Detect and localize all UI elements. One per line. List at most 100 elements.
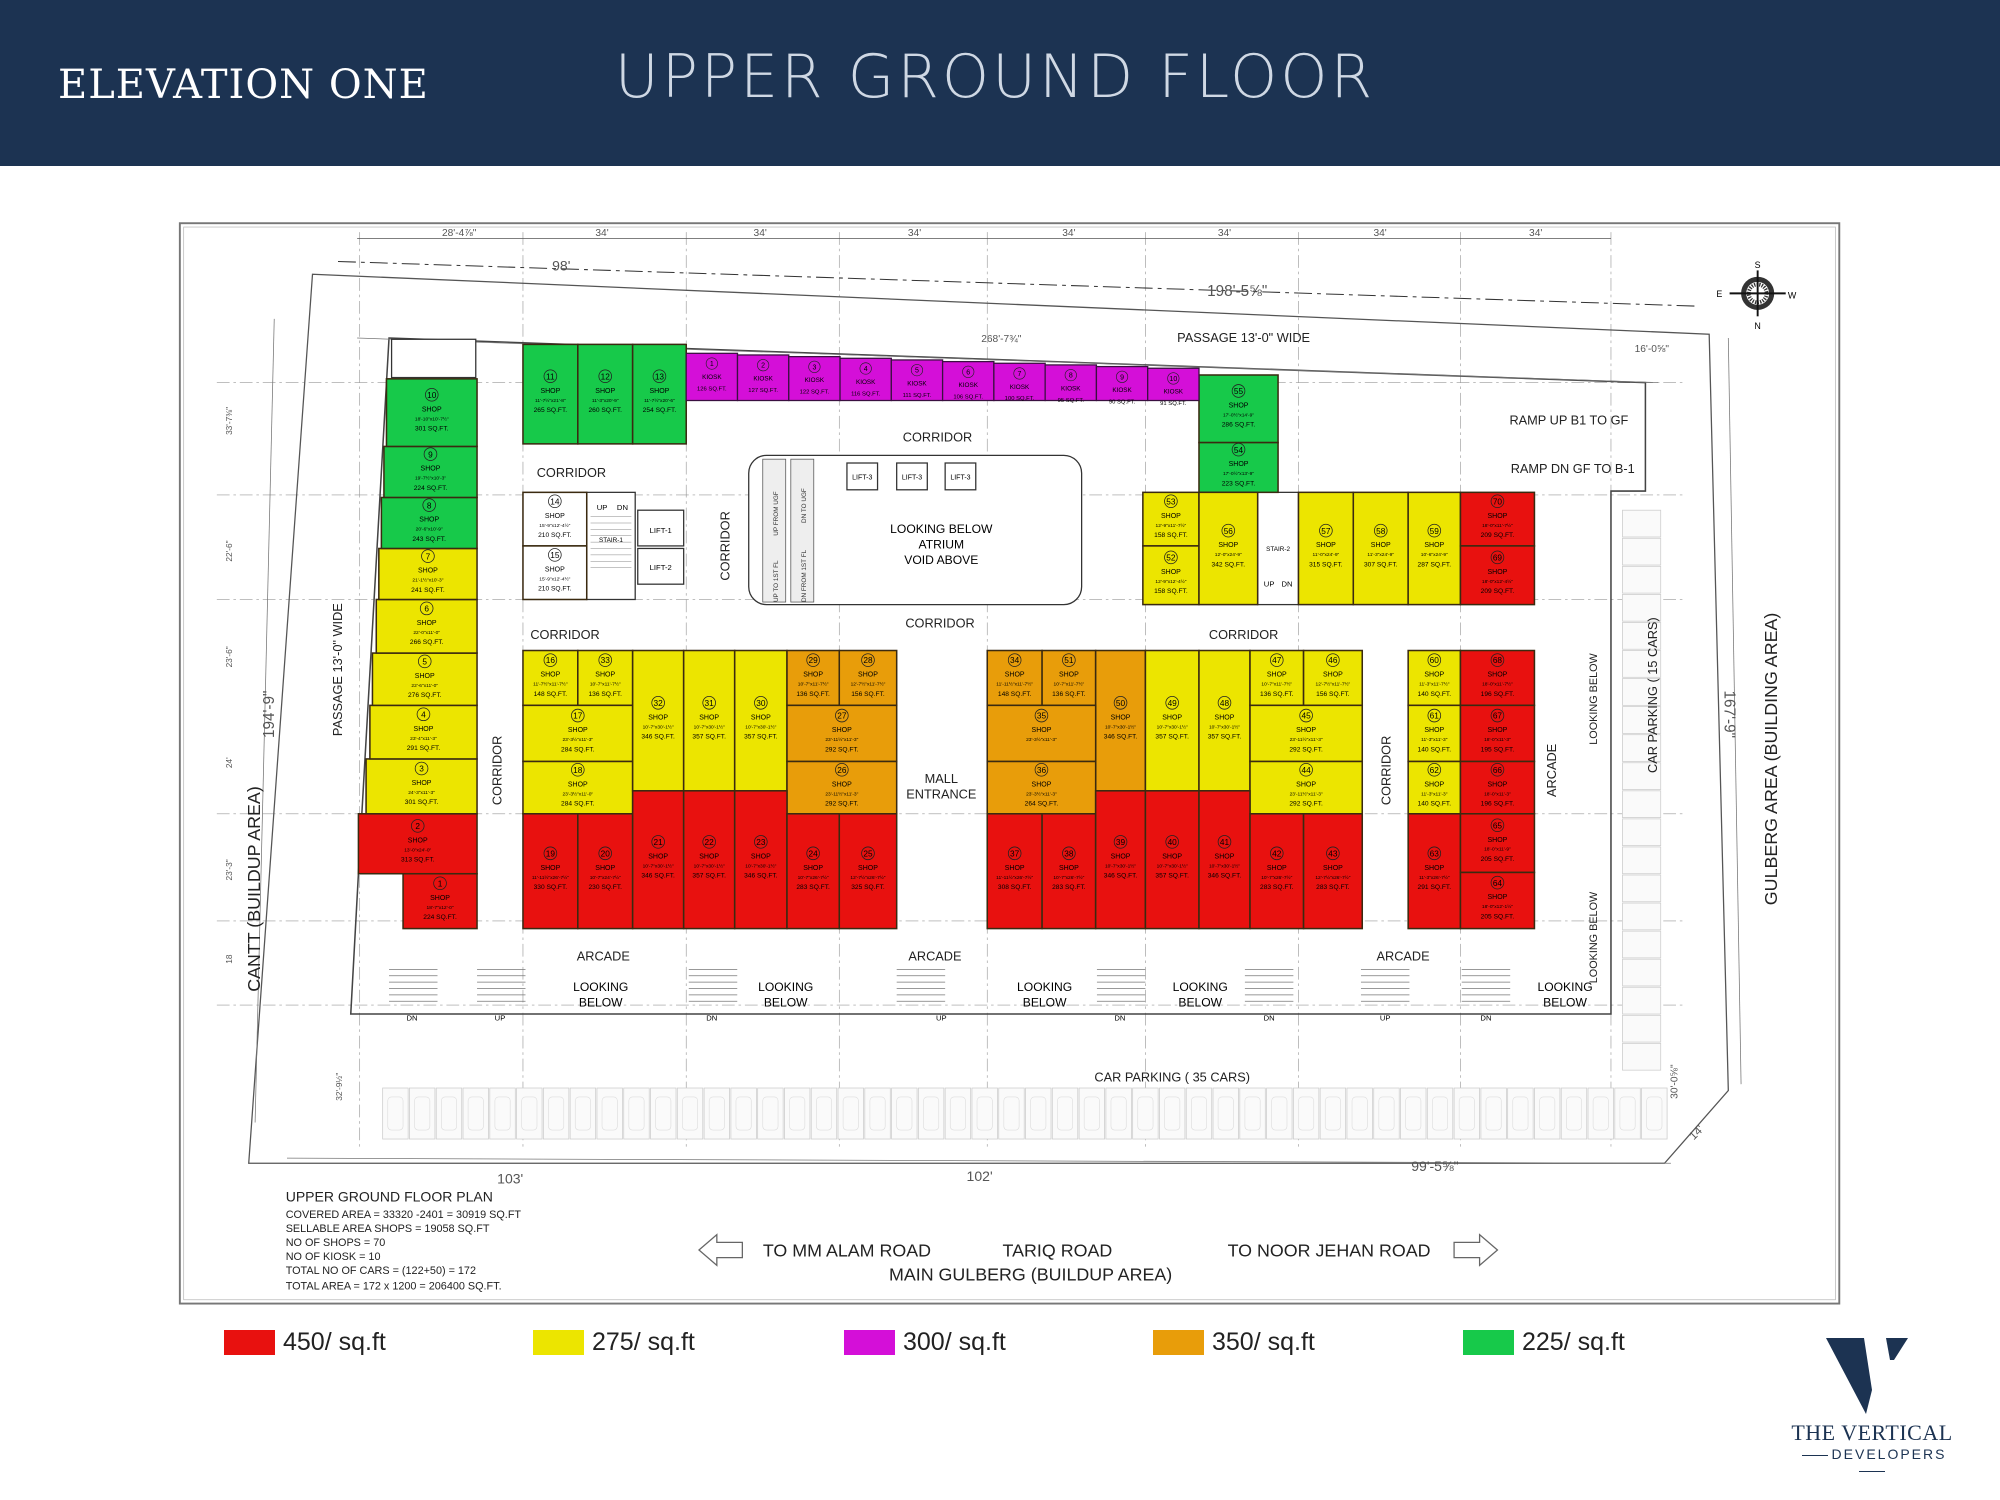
shop-15[interactable]: 15 SHOP 15'-9"x12'-4½" 210 SQ.FT. [522, 545, 588, 601]
kiosk-10[interactable]: 10 KIOSK 91 SQ.FT. [1147, 367, 1200, 407]
shop-area[interactable] [577, 343, 634, 445]
shop-57[interactable]: 57 SHOP 11'-0"x24'-9" 315 SQ.FT. [1297, 491, 1355, 606]
shop-area[interactable] [1041, 649, 1097, 707]
shop-45[interactable]: 45 SHOP 23'-11½"x11'-3" 292 SQ.FT. [1249, 704, 1364, 763]
shop-area[interactable] [1459, 545, 1536, 606]
shop-52[interactable]: 52 SHOP 12'-9"x12'-4½" 158 SQ.FT. [1142, 545, 1200, 606]
shop-12[interactable]: 12 SHOP 11'-3"x20'-9" 260 SQ.FT. [577, 343, 634, 445]
shop-65[interactable]: 65 SHOP 18'-0"x11'-9" 205 SQ.FT. [1459, 813, 1536, 874]
shop-area[interactable] [986, 704, 1097, 763]
shop-21[interactable]: 21 SHOP 10'-7"x30'-1½" 346 SQ.FT. [631, 790, 685, 930]
shop-area[interactable] [1297, 491, 1355, 606]
shop-area[interactable] [838, 813, 898, 930]
shop-47[interactable]: 47 SHOP 10'-7"x11'-7½" 136 SQ.FT. [1249, 649, 1305, 707]
shop-14[interactable]: 14 SHOP 15'-9"x12'-4½" 210 SQ.FT. [522, 491, 588, 547]
shop-area[interactable] [1249, 760, 1364, 815]
shop-3[interactable]: 3 SHOP 24'-3"x11'-3" 301 SQ.FT. [365, 758, 478, 815]
shop-area[interactable] [522, 813, 579, 930]
shop-51[interactable]: 51 SHOP 10'-7"x11'-7½" 136 SQ.FT. [1041, 649, 1097, 707]
shop-43[interactable]: 43 SHOP 12'-7½"x26'-7½" 283 SQ.FT. [1302, 813, 1364, 930]
shop-11[interactable]: 11 SHOP 11'-7½"x21'-8" 265 SQ.FT. [522, 343, 579, 445]
shop-area[interactable] [1249, 704, 1364, 763]
shop-8[interactable]: 8 SHOP 20'-6"x10'-9" 243 SQ.FT. [380, 496, 478, 550]
shop-area[interactable] [1459, 491, 1536, 547]
kiosk-area[interactable] [1044, 364, 1098, 402]
shop-area[interactable] [1198, 374, 1279, 444]
shop-17[interactable]: 17 SHOP 23'-3½"x11'-3" 284 SQ.FT. [522, 704, 634, 763]
shop-7[interactable]: 7 SHOP 21'-1½"x10'-3" 241 SQ.FT. [378, 547, 478, 601]
shop-19[interactable]: 19 SHOP 11'-11½"x26'-7½" 330 SQ.FT. [522, 813, 579, 930]
kiosk-area[interactable] [1095, 365, 1149, 402]
kiosk-5[interactable]: 5 KIOSK 111 SQ.FT. [890, 359, 944, 402]
shop-area[interactable] [522, 343, 579, 445]
shop-area[interactable] [631, 649, 685, 792]
shop-9[interactable]: 9 SHOP 19'-7½"x10'-3" 224 SQ.FT. [383, 445, 478, 499]
shop-area[interactable] [1459, 813, 1536, 874]
shop-area[interactable] [682, 790, 736, 930]
kiosk-2[interactable]: 2 KIOSK 127 SQ.FT. [736, 354, 790, 402]
shop-area[interactable] [1459, 871, 1536, 930]
shop-16[interactable]: 16 SHOP 11'-7½"x11'-7½" 148 SQ.FT. [522, 649, 579, 707]
shop-area[interactable] [383, 445, 478, 499]
shop-6[interactable]: 6 SHOP 22'-0"x11'-0" 266 SQ.FT. [375, 598, 478, 654]
shop-area[interactable] [1198, 441, 1279, 494]
kiosk-area[interactable] [839, 357, 892, 402]
kiosk-9[interactable]: 9 KIOSK 90 SQ.FT. [1095, 365, 1149, 406]
kiosk-6[interactable]: 6 KIOSK 106 SQ.FT. [941, 360, 995, 402]
shop-58[interactable]: 58 SHOP 11'-3"x24'-9" 307 SQ.FT. [1352, 491, 1409, 606]
shop-44[interactable]: 44 SHOP 23'-11½"x11'-3" 292 SQ.FT. [1249, 760, 1364, 815]
shop-49[interactable]: 49 SHOP 10'-7"x30'-1½" 357 SQ.FT. [1144, 649, 1200, 792]
shop-23[interactable]: 23 SHOP 10'-7"x30'-1½" 346 SQ.FT. [733, 790, 788, 930]
shop-28[interactable]: 28 SHOP 12'-7½"x11'-7½" 156 SQ.FT. [838, 649, 898, 707]
shop-40[interactable]: 40 SHOP 10'-7"x30'-1½" 357 SQ.FT. [1144, 790, 1200, 930]
shop-50[interactable]: 50 SHOP 10'-7"x30'-1½" 346 SQ.FT. [1094, 649, 1147, 792]
shop-area[interactable] [385, 378, 478, 448]
shop-area[interactable] [1352, 491, 1409, 606]
shop-27[interactable]: 27 SHOP 23'-11½"x11'-3" 292 SQ.FT. [786, 704, 898, 763]
shop-area[interactable] [380, 496, 478, 550]
shop-area[interactable] [1198, 491, 1259, 606]
shop-5[interactable]: 5 SHOP 22'-6"x11'-0" 276 SQ.FT. [371, 652, 478, 707]
shop-22[interactable]: 22 SHOP 10'-7"x30'-1½" 357 SQ.FT. [682, 790, 736, 930]
kiosk-area[interactable] [736, 354, 790, 402]
shop-area[interactable] [786, 813, 841, 930]
shop-66[interactable]: 66 SHOP 18'-0"x11'-3" 196 SQ.FT. [1459, 760, 1536, 815]
shop-67[interactable]: 67 SHOP 18'-0"x11'-3" 195 SQ.FT. [1459, 704, 1536, 763]
shop-31[interactable]: 31 SHOP 10'-7"x30'-1½" 357 SQ.FT. [682, 649, 736, 792]
shop-36[interactable]: 36 SHOP 23'-3½"x11'-3" 264 SQ.FT. [986, 760, 1097, 815]
shop-24[interactable]: 24 SHOP 10'-7"x26'-7½" 283 SQ.FT. [786, 813, 841, 930]
shop-area[interactable] [522, 704, 634, 763]
kiosk-4[interactable]: 4 KIOSK 116 SQ.FT. [839, 357, 892, 402]
shop-56[interactable]: 56 SHOP 12'-0"x24'-9" 342 SQ.FT. [1198, 491, 1259, 606]
shop-area[interactable] [1459, 704, 1536, 763]
shop-area[interactable] [357, 813, 478, 875]
kiosk-1[interactable]: 1 KIOSK 126 SQ.FT. [685, 352, 739, 402]
shop-area[interactable] [378, 547, 478, 601]
shop-area[interactable] [1407, 813, 1462, 930]
shop-area[interactable] [369, 704, 478, 760]
shop-46[interactable]: 46 SHOP 12'-7½"x11'-7½" 156 SQ.FT. [1302, 649, 1364, 707]
shop-26[interactable]: 26 SHOP 23'-11½"x11'-3" 292 SQ.FT. [786, 760, 898, 815]
shop-64[interactable]: 64 SHOP 18'-0"x12'-1½" 205 SQ.FT. [1459, 871, 1536, 930]
kiosk-8[interactable]: 8 KIOSK 95 SQ.FT. [1044, 364, 1098, 404]
kiosk-7[interactable]: 7 KIOSK 100 SQ.FT. [993, 362, 1046, 402]
shop-2[interactable]: 2 SHOP 13'-0"x24'-0" 313 SQ.FT. [357, 813, 478, 875]
shop-34[interactable]: 34 SHOP 11'-11½"x11'-7½" 148 SQ.FT. [986, 649, 1043, 707]
shop-37[interactable]: 37 SHOP 11'-11½"x26'-7½" 308 SQ.FT. [986, 813, 1043, 930]
shop-61[interactable]: 61 SHOP 11'-3"x11'-3" 140 SQ.FT. [1407, 704, 1462, 763]
shop-area[interactable] [522, 545, 588, 601]
shop-25[interactable]: 25 SHOP 12'-7½"x26'-7½" 325 SQ.FT. [838, 813, 898, 930]
shop-area[interactable] [375, 598, 478, 654]
shop-38[interactable]: 38 SHOP 10'-7"x26'-7½" 283 SQ.FT. [1041, 813, 1097, 930]
shop-60[interactable]: 60 SHOP 11'-3"x11'-7½" 140 SQ.FT. [1407, 649, 1462, 707]
shop-70[interactable]: 70 SHOP 18'-0"x11'-7½" 209 SQ.FT. [1459, 491, 1536, 547]
kiosk-area[interactable] [993, 362, 1046, 402]
shop-41[interactable]: 41 SHOP 10'-7"x30'-1½" 346 SQ.FT. [1198, 790, 1251, 930]
shop-10[interactable]: 10 SHOP 18'-10"x10'-7½" 301 SQ.FT. [385, 378, 478, 448]
shop-area[interactable] [786, 704, 898, 763]
shop-area[interactable] [577, 649, 634, 707]
shop-48[interactable]: 48 SHOP 10'-7"x30'-1½" 357 SQ.FT. [1198, 649, 1251, 792]
shop-62[interactable]: 62 SHOP 11'-3"x11'-3" 140 SQ.FT. [1407, 760, 1462, 815]
shop-area[interactable] [986, 813, 1043, 930]
